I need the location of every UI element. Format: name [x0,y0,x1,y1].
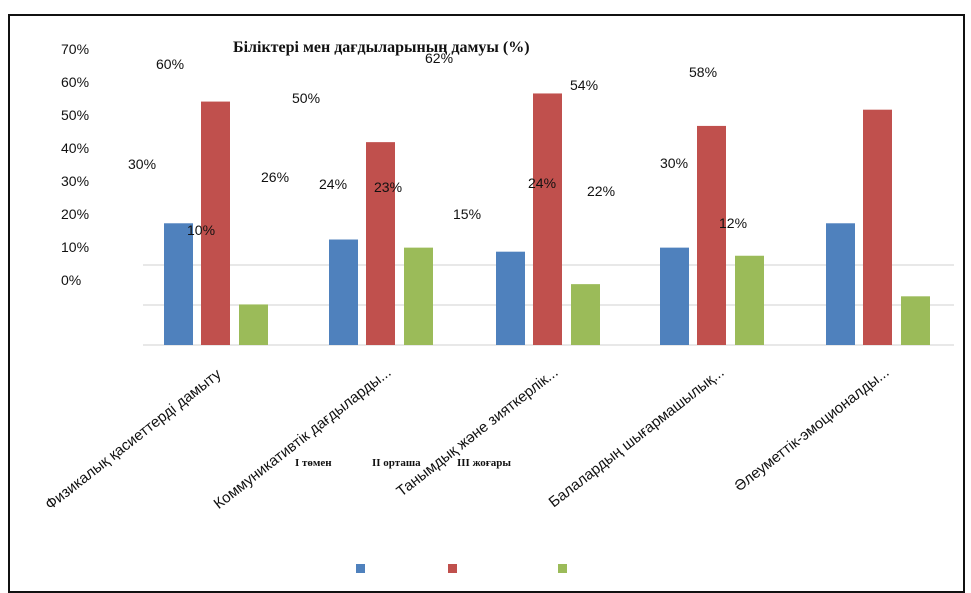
bar [329,239,358,345]
legend-swatch [356,564,365,573]
bar [660,247,689,345]
y-tick-label: 40% [61,140,89,156]
data-label: 60% [156,56,184,72]
bar [201,101,230,345]
legend-label: III жоғары [457,457,511,469]
y-tick-label: 20% [61,206,89,222]
bar [901,296,930,345]
data-label: 24% [319,176,347,192]
data-label: 10% [187,222,215,238]
bar [239,304,268,345]
data-label: 30% [660,155,688,171]
bar [735,255,764,345]
data-label: 58% [689,64,717,80]
legend-swatch [448,564,457,573]
legend-swatch [558,564,567,573]
bar [863,109,892,345]
bar [697,125,726,346]
data-label: 50% [292,90,320,106]
data-label: 12% [719,215,747,231]
category-label: Танымдық және зияткерлік... [393,364,561,500]
data-label: 62% [425,50,453,66]
bar [826,223,855,345]
data-label: 23% [374,179,402,195]
bars [164,93,930,346]
y-tick-label: 50% [61,107,89,123]
y-tick-label: 10% [61,239,89,255]
y-tick-label: 0% [61,272,81,288]
data-label: 30% [128,156,156,172]
bar [366,142,395,345]
legend-label: II орташа [372,457,421,469]
chart-frame: Біліктері мен дағдыларының дамуы (%) 70%… [8,14,965,593]
legend: I төмен II орташа III жоғары [295,457,567,573]
data-labels: 60% 30% 10% 50% 26% 24% 23% 62% 15% 24% 54% 22% 58% 3… [128,50,747,238]
data-label: 24% [528,175,556,191]
data-label: 54% [570,77,598,93]
y-tick-label: 60% [61,74,89,90]
bar [571,284,600,345]
legend-label: I төмен [295,457,332,469]
data-label: 22% [587,183,615,199]
category-label: Физикалық қасиеттерді дамыту [42,365,225,513]
bar [404,247,433,345]
bar [164,223,193,345]
data-label: 26% [261,169,289,185]
data-label: 15% [453,206,481,222]
category-labels: Физикалық қасиеттерді дамытуКоммуникатив… [42,364,892,514]
category-label: Әлеуметтік-эмоционалды... [731,364,892,495]
y-axis-ticks: 70% 60% 50% 40% 30% 20% 10% 0% [61,41,89,288]
y-tick-label: 30% [61,173,89,189]
bar-chart: Біліктері мен дағдыларының дамуы (%) 70%… [42,39,954,573]
bar [496,251,525,345]
category-label: Коммуникативтік дағдыларды... [211,364,395,513]
chart-title: Біліктері мен дағдыларының дамуы (%) [233,39,530,56]
bar [533,93,562,345]
category-label: Балалардың шығармашылық... [546,364,728,511]
y-tick-label: 70% [61,41,89,57]
